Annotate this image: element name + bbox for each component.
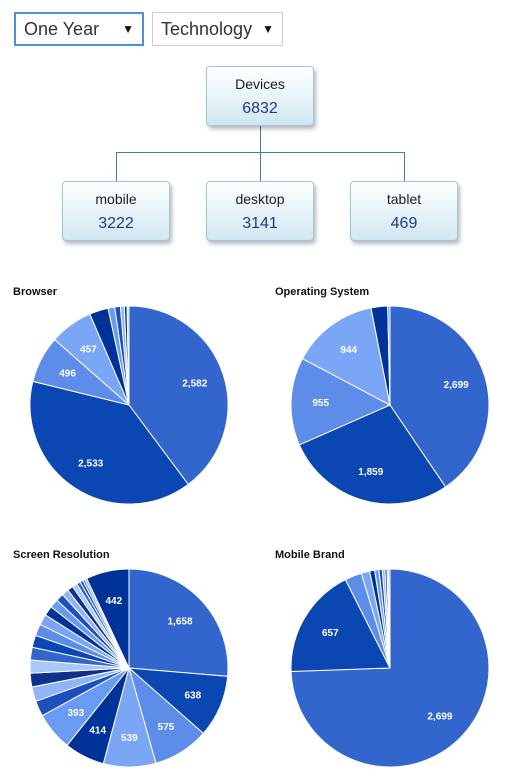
- pie-slice-label: 442: [105, 596, 122, 607]
- pie-slice[interactable]: [387, 305, 391, 406]
- pie-slice-label: 496: [59, 368, 76, 379]
- pie-slice[interactable]: [29, 380, 189, 505]
- category-select-value: Technology: [161, 18, 253, 39]
- chevron-down-icon: ▼: [262, 22, 274, 36]
- mobile-brand-chart-title: Mobile Brand: [275, 549, 345, 561]
- pie-slice-label: 393: [68, 708, 85, 719]
- pie-slice-label: 2,582: [182, 379, 207, 390]
- mobile-brand-pie-chart: 2,699 657: [290, 568, 490, 768]
- os-pie-chart: 2,699 1,859 955 944: [290, 305, 490, 505]
- pie-slice[interactable]: [86, 568, 130, 669]
- screen-resolution-chart-title: Screen Resolution: [13, 549, 110, 561]
- pie-slice[interactable]: [388, 568, 391, 669]
- node-label: Devices: [235, 76, 285, 92]
- node-label: mobile: [95, 191, 137, 207]
- pie-slice[interactable]: [290, 578, 391, 673]
- tree-node-desktop[interactable]: desktop 3141: [206, 181, 314, 241]
- node-value: 3141: [242, 215, 278, 232]
- pie-slice[interactable]: [290, 357, 392, 446]
- pie-slice-label: 1,658: [167, 617, 192, 628]
- pie-slice-label: 2,699: [427, 712, 452, 723]
- pie-slice-label: 944: [340, 345, 357, 356]
- pie-slice[interactable]: [126, 305, 130, 406]
- pie-slice-label: 2,699: [444, 380, 469, 391]
- pie-slice-label: 414: [89, 725, 106, 736]
- tree-node-tablet[interactable]: tablet 469: [350, 181, 458, 241]
- pie-slice[interactable]: [301, 307, 391, 406]
- pie-slice-label: 1,859: [358, 467, 383, 478]
- category-select[interactable]: Technology ▼: [152, 12, 283, 46]
- node-value: 6832: [242, 100, 278, 117]
- browser-pie-chart: 2,582 2,533 496 457: [29, 305, 229, 505]
- pie-slice-label: 539: [121, 733, 138, 744]
- os-chart-title: Operating System: [275, 286, 370, 298]
- pie-slice-label: 457: [80, 344, 97, 355]
- pie-slice[interactable]: [128, 305, 229, 486]
- pie-slice-label: 955: [312, 398, 329, 409]
- period-select-value: One Year: [24, 18, 100, 39]
- node-label: desktop: [235, 191, 285, 207]
- node-value: 3222: [98, 215, 134, 232]
- pie-slice[interactable]: [389, 305, 490, 488]
- tree-connectors: [116, 126, 405, 181]
- pie-slice-label: 657: [322, 628, 339, 639]
- screen-resolution-pie-chart: 1,658 638 575 539 414 393 442: [29, 568, 229, 768]
- browser-chart-title: Browser: [13, 286, 58, 298]
- chevron-down-icon: ▼: [122, 22, 134, 36]
- pie-slice-label: 638: [184, 691, 201, 702]
- tree-node-mobile[interactable]: mobile 3222: [62, 181, 170, 241]
- pie-slice[interactable]: [128, 568, 229, 677]
- pie-slice-label: 2,533: [78, 458, 103, 469]
- node-label: tablet: [386, 191, 422, 207]
- tree-node-devices[interactable]: Devices 6832: [206, 66, 314, 126]
- pie-slice[interactable]: [298, 404, 447, 505]
- pie-slice-label: 575: [158, 722, 175, 733]
- node-value: 469: [390, 215, 418, 232]
- period-select[interactable]: One Year ▼: [14, 12, 144, 46]
